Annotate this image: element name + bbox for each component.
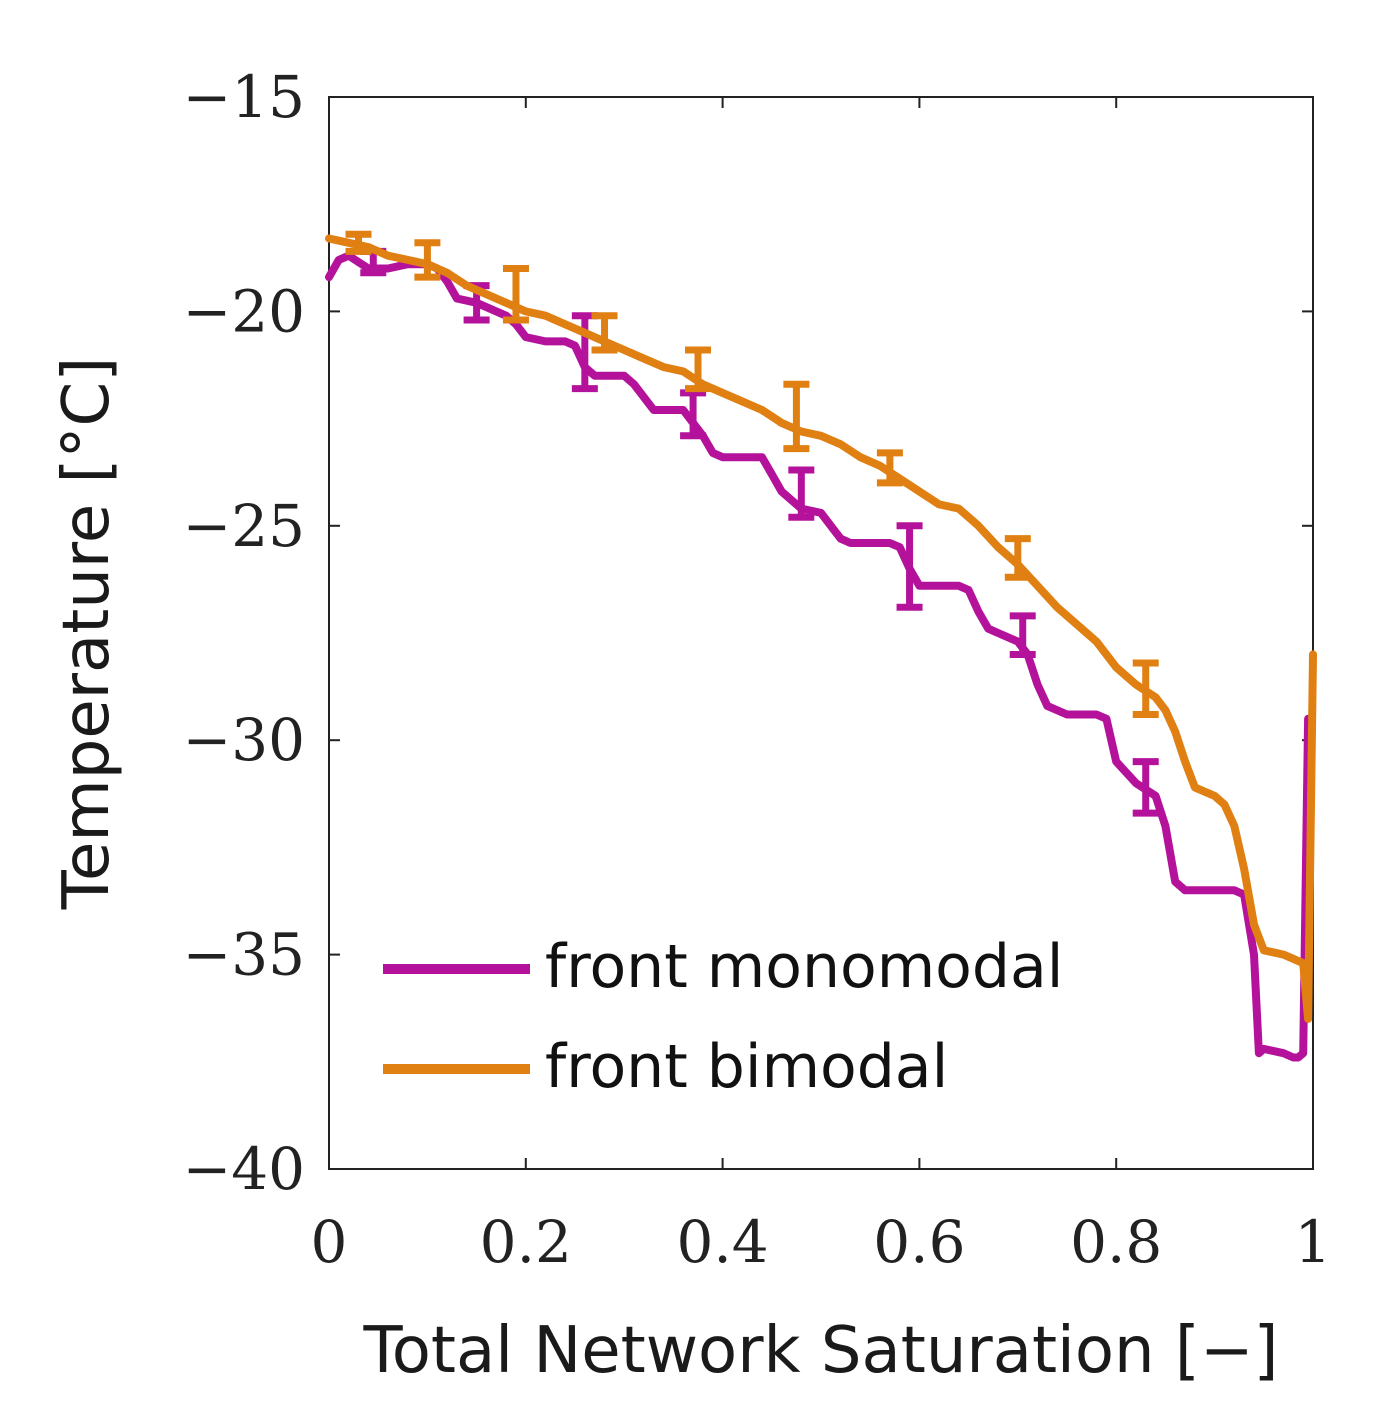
y-axis-title: Temperature [°C]	[50, 357, 124, 910]
legend-label-front-monomodal: front monomodal	[545, 932, 1063, 1002]
x-axis-title: Total Network Saturation [−]	[363, 1314, 1279, 1388]
error-bar	[783, 380, 810, 453]
series-front-bimodal	[325, 230, 1317, 1023]
error-bar	[685, 346, 711, 393]
x-tick-label: 0.2	[480, 1208, 572, 1276]
legend-label-front-bimodal: front bimodal	[545, 1032, 948, 1102]
x-tick-label: 0.8	[1070, 1208, 1162, 1276]
error-bar	[345, 230, 372, 255]
x-tick-label: 0.4	[676, 1208, 768, 1276]
error-bar	[876, 449, 903, 487]
series-line	[325, 234, 1317, 1023]
x-tick-labels: 0 0.2 0.4 0.6 0.8 1	[311, 1208, 1332, 1276]
error-bar	[1009, 612, 1036, 658]
y-tick-label: −15	[183, 63, 305, 131]
y-tick-label: −30	[183, 706, 305, 774]
series-layer	[325, 230, 1317, 1062]
error-bar	[896, 522, 923, 611]
plot-area	[325, 96, 1317, 1170]
y-tick-label: −25	[183, 492, 305, 560]
error-bar	[1132, 659, 1159, 718]
error-bar	[591, 312, 618, 354]
legend: front monomodal front bimodal	[383, 932, 1063, 1102]
y-tick-label: −35	[183, 921, 305, 989]
error-bar	[414, 239, 441, 281]
error-bar	[680, 389, 707, 440]
error-bar	[788, 466, 815, 521]
error-bar	[1004, 535, 1031, 581]
error-bar	[502, 265, 529, 324]
axes-box	[328, 96, 1314, 1170]
x-tick-label: 1	[1295, 1208, 1332, 1276]
y-tick-label: −40	[183, 1135, 305, 1203]
tick-marks	[328, 96, 1314, 1170]
y-tick-labels: −15 −20 −25 −30 −35 −40	[183, 63, 305, 1203]
error-bar	[1132, 758, 1159, 817]
y-tick-label: −20	[183, 277, 305, 345]
x-tick-label: 0.6	[873, 1208, 965, 1276]
x-tick-label: 0	[311, 1208, 348, 1276]
